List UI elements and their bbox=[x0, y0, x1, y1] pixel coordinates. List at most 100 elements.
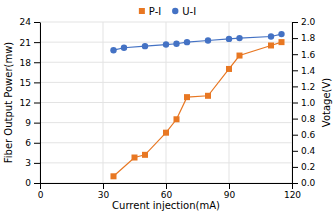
chart: 0306090120036912151821240.00.20.40.60.81… bbox=[0, 0, 334, 213]
legend-label: P-I bbox=[149, 6, 161, 17]
grid-line bbox=[40, 122, 292, 123]
tick-mark bbox=[34, 163, 40, 164]
tick: 21 bbox=[20, 38, 40, 48]
tick-mark bbox=[34, 183, 40, 184]
tick: 120 bbox=[284, 183, 301, 200]
tick-label: 0.0 bbox=[301, 178, 316, 188]
tick-mark bbox=[292, 183, 298, 184]
point bbox=[173, 41, 179, 47]
point bbox=[205, 37, 211, 43]
tick-label: 24 bbox=[20, 17, 32, 27]
tick-mark bbox=[292, 135, 298, 136]
tick-mark bbox=[103, 183, 104, 189]
tick-mark bbox=[40, 183, 41, 189]
tick-mark bbox=[292, 119, 298, 120]
tick-label: 30 bbox=[98, 190, 110, 200]
tick: 0.4 bbox=[292, 146, 316, 156]
y-axis-title: Fiber Output Power(mw) bbox=[3, 42, 14, 164]
legend-item: P-I bbox=[139, 6, 161, 17]
tick-label: 60 bbox=[161, 190, 173, 200]
tick: 15 bbox=[20, 78, 40, 88]
tick: 3 bbox=[25, 158, 40, 168]
point bbox=[278, 31, 284, 37]
tick-label: 12 bbox=[20, 98, 31, 108]
tick-label: 0.2 bbox=[301, 162, 315, 172]
tick-label: 9 bbox=[25, 118, 31, 128]
tick-label: 1.4 bbox=[301, 66, 316, 76]
tick-mark bbox=[34, 62, 40, 63]
point bbox=[268, 33, 274, 39]
tick-label: 1.0 bbox=[301, 98, 316, 108]
chart-container: 0306090120036912151821240.00.20.40.60.81… bbox=[0, 0, 334, 213]
tick-mark bbox=[34, 103, 40, 104]
tick-mark bbox=[166, 183, 167, 189]
grid bbox=[40, 22, 292, 183]
grid-line bbox=[40, 22, 292, 23]
tick-label: 90 bbox=[224, 190, 236, 200]
tick: 60 bbox=[161, 183, 173, 200]
series bbox=[111, 39, 285, 179]
point bbox=[110, 47, 116, 53]
tick-label: 0 bbox=[38, 190, 44, 200]
tick-mark bbox=[292, 70, 298, 71]
series-line bbox=[114, 34, 282, 50]
point bbox=[163, 41, 169, 47]
point bbox=[226, 66, 232, 72]
point bbox=[174, 116, 180, 122]
tick-label: 2.0 bbox=[301, 17, 316, 27]
tick-mark bbox=[292, 54, 298, 55]
series bbox=[110, 31, 284, 54]
tick: 12 bbox=[20, 98, 40, 108]
y-axis: 03691215182124 bbox=[20, 17, 41, 188]
tick-label: 3 bbox=[25, 158, 31, 168]
point bbox=[121, 45, 127, 51]
tick-label: 0 bbox=[25, 178, 31, 188]
y2-axis-title: Votage(V) bbox=[321, 78, 332, 127]
tick-label: 1.6 bbox=[301, 50, 316, 60]
tick-mark bbox=[292, 151, 298, 152]
point bbox=[142, 43, 148, 49]
tick: 24 bbox=[20, 17, 40, 27]
x-axis: 0 30 60 90 120 bbox=[38, 183, 302, 200]
tick: 1.6 bbox=[292, 50, 316, 60]
tick-label: 0.6 bbox=[301, 130, 316, 140]
tick-mark bbox=[34, 123, 40, 124]
y2-axis: 0.0 0.2 0.4 0.6 0.8 1.0 1.2 1.4 1.6 1.8 2.0 bbox=[292, 17, 316, 188]
tick: 90 bbox=[224, 183, 236, 200]
tick: 1.8 bbox=[292, 33, 316, 43]
tick: 0 bbox=[25, 178, 40, 188]
tick-label: 15 bbox=[20, 78, 31, 88]
tick-label: 0.4 bbox=[301, 146, 316, 156]
point bbox=[226, 36, 232, 42]
tick-label: 120 bbox=[284, 190, 301, 200]
tick-mark bbox=[229, 183, 230, 189]
legend-symbol bbox=[172, 8, 178, 14]
legend-label: U-I bbox=[182, 6, 196, 17]
legend-item: U-I bbox=[172, 6, 196, 17]
series-line bbox=[114, 42, 282, 176]
tick-mark bbox=[34, 82, 40, 83]
grid-line bbox=[40, 162, 292, 163]
grid-line bbox=[40, 102, 292, 103]
tick-label: 0.8 bbox=[301, 114, 316, 124]
tick: 6 bbox=[25, 138, 40, 148]
tick: 0 bbox=[38, 183, 44, 200]
tick-mark bbox=[292, 86, 298, 87]
tick-mark bbox=[34, 22, 40, 23]
data-area bbox=[110, 31, 284, 179]
grid-line bbox=[40, 62, 292, 63]
tick-mark bbox=[292, 167, 298, 168]
grid-line bbox=[40, 142, 292, 143]
tick-mark bbox=[292, 103, 298, 104]
tick: 1.2 bbox=[292, 82, 315, 92]
x-axis-title: Current injection(mA) bbox=[112, 200, 220, 211]
tick: 0.0 bbox=[292, 178, 316, 188]
tick-mark bbox=[292, 22, 298, 23]
legend: P-I U-I bbox=[139, 6, 196, 17]
tick-label: 21 bbox=[20, 38, 31, 48]
tick-mark bbox=[34, 42, 40, 43]
tick: 30 bbox=[98, 183, 110, 200]
tick-label: 6 bbox=[25, 138, 31, 148]
tick: 0.8 bbox=[292, 114, 316, 124]
tick-mark bbox=[34, 143, 40, 144]
